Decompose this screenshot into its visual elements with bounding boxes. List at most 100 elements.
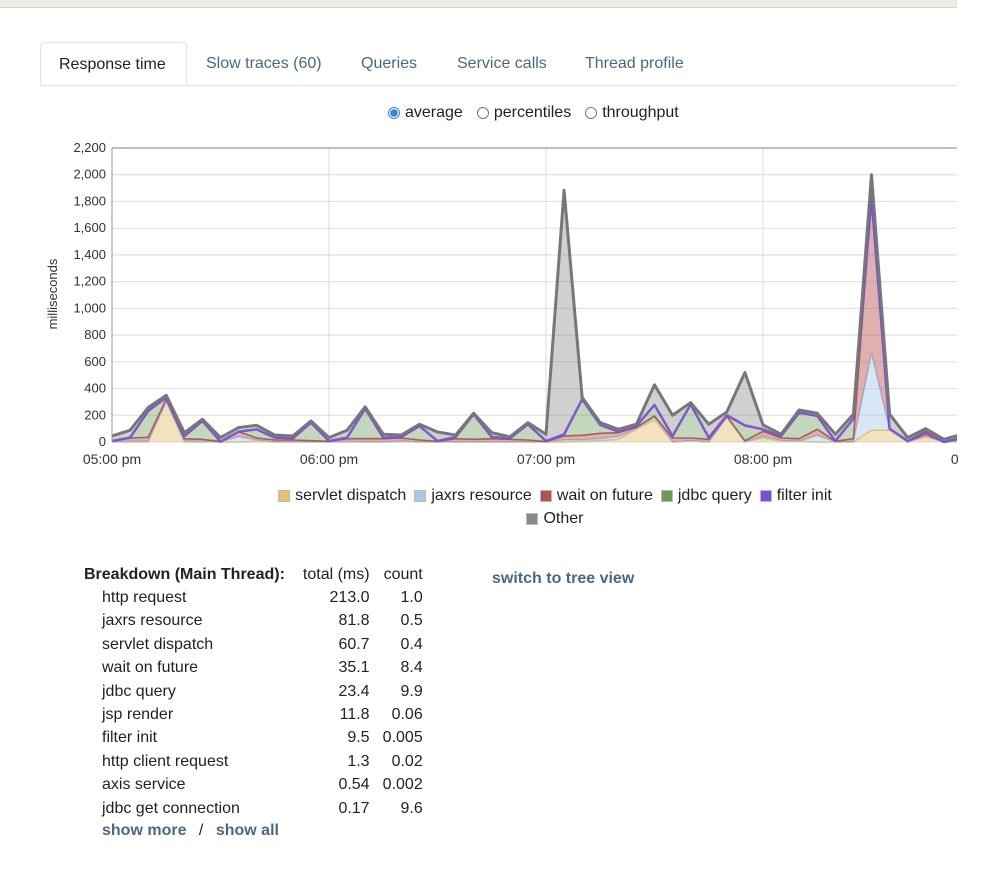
legend-swatch-icon <box>660 489 673 502</box>
y-tick-label: 0 <box>99 434 106 449</box>
view-mode-radio-group: average percentiles throughput <box>388 104 679 122</box>
area-servlet-dispatch <box>112 401 957 442</box>
col-count: count <box>383 565 423 583</box>
y-tick-label: 1,200 <box>73 274 106 289</box>
breakdown-total: 81.8 <box>338 612 370 630</box>
tab-service-calls[interactable]: Service calls <box>457 55 547 72</box>
breakdown-total: 35.1 <box>338 659 370 677</box>
breakdown-row: wait on future 35.1 8.4 <box>80 657 427 680</box>
show-all-link[interactable]: show all <box>215 822 279 839</box>
breakdown-name: http request <box>102 589 187 607</box>
legend-label: Other <box>543 510 584 527</box>
x-tick-label: 07:00 pm <box>517 451 575 467</box>
legend-item-other[interactable]: Other <box>526 507 584 530</box>
col-total: total (ms) <box>302 565 370 583</box>
breakdown-name: jdbc query <box>102 682 176 700</box>
tab-thread-profile[interactable]: Thread profile <box>585 55 684 72</box>
radio-throughput[interactable]: throughput <box>585 104 679 122</box>
breakdown-total: 0.54 <box>338 776 370 794</box>
y-tick-label: 1,600 <box>73 220 106 235</box>
radio-unselected-icon[interactable] <box>476 107 489 119</box>
radio-average[interactable]: average <box>388 104 463 122</box>
legend-label: jdbc query <box>677 487 752 504</box>
y-tick-label: 800 <box>84 327 106 342</box>
radio-selected-icon[interactable] <box>388 107 400 119</box>
breakdown-total: 213.0 <box>329 589 370 607</box>
y-tick-label: 2,000 <box>73 167 106 182</box>
radio-label: average <box>405 104 463 121</box>
breakdown-count: 0.02 <box>391 752 423 770</box>
breakdown-row: axis service 0.54 0.002 <box>80 774 427 797</box>
area-jaxrs-resource <box>112 353 957 442</box>
radio-percentiles[interactable]: percentiles <box>476 104 571 122</box>
chart-legend: servlet dispatch jaxrs resource wait on fu… <box>0 484 999 530</box>
breakdown-total: 1.3 <box>347 752 370 770</box>
breakdown-total: 11.8 <box>339 706 370 724</box>
legend-item-wait-on-future[interactable]: wait on future <box>539 484 653 507</box>
legend-item-jdbc-query[interactable]: jdbc query <box>660 484 752 507</box>
breakdown-name: servlet dispatch <box>102 635 214 653</box>
response-time-chart: 0 200 400 600 800 1,000 1,200 1,400 1,600 1,800 2,… <box>45 140 999 477</box>
line-other <box>112 173 957 441</box>
area-filter-init <box>112 197 957 442</box>
breakdown-count: 0.005 <box>382 729 423 747</box>
legend-swatch-icon <box>539 489 552 502</box>
breakdown-count: 9.6 <box>400 799 423 817</box>
tab-bar: Response time Slow traces (60) Queries S… <box>40 42 957 86</box>
legend-label: jaxrs resource <box>431 487 532 504</box>
y-tick-label: 1,000 <box>73 300 106 315</box>
breakdown-row: filter init 9.5 0.005 <box>80 727 427 750</box>
breakdown-total: 0.17 <box>338 799 370 817</box>
breakdown-total: 60.7 <box>338 635 370 653</box>
breakdown-name: jsp render <box>102 706 174 724</box>
x-tick-label: 05:00 pm <box>83 451 141 467</box>
breakdown-row: jdbc get connection 0.17 9.6 <box>80 797 427 820</box>
y-tick-label: 600 <box>84 354 106 369</box>
breakdown-row: jdbc query 23.4 9.9 <box>80 680 427 703</box>
y-tick-label: 400 <box>84 381 106 396</box>
link-separator: / <box>198 822 204 839</box>
x-tick-label: 06:00 pm <box>300 451 358 467</box>
tab-response-time[interactable]: Response time <box>40 42 187 85</box>
area-jdbc-query <box>112 197 957 442</box>
legend-item-servlet-dispatch[interactable]: servlet dispatch <box>278 484 406 507</box>
x-tick-label: 08:00 pm <box>734 451 792 467</box>
legend-swatch-icon <box>759 489 772 502</box>
breakdown-name: jdbc get connection <box>102 799 240 817</box>
breakdown-count: 0.06 <box>391 706 423 724</box>
y-tick-label: 1,800 <box>73 193 106 208</box>
tab-slow-traces[interactable]: Slow traces (60) <box>206 55 322 72</box>
legend-label: wait on future <box>556 487 653 504</box>
breakdown-row: servlet dispatch 60.7 0.4 <box>80 633 427 656</box>
legend-label: servlet dispatch <box>295 487 407 504</box>
switch-to-tree-view-link[interactable]: switch to tree view <box>492 570 635 587</box>
legend-item-jaxrs-resource[interactable]: jaxrs resource <box>414 484 532 507</box>
breakdown-name: filter init <box>102 729 158 747</box>
breakdown-count: 0.002 <box>382 776 423 794</box>
legend-swatch-icon <box>414 489 427 502</box>
line-jdbc-query <box>112 196 957 443</box>
breakdown-row: jsp render 11.8 0.06 <box>80 703 427 726</box>
show-more-link[interactable]: show more <box>102 822 187 839</box>
y-tick-label: 1,400 <box>73 247 106 262</box>
radio-unselected-icon[interactable] <box>585 107 598 119</box>
breakdown-row: http request 213.0 1.0 <box>80 586 427 609</box>
breakdown-row: http client request 1.3 0.02 <box>80 750 427 773</box>
breakdown-name: wait on future <box>102 659 199 677</box>
breakdown-count: 1.0 <box>400 589 423 607</box>
breakdown-count: 0.5 <box>400 612 423 630</box>
tab-queries[interactable]: Queries <box>361 55 418 72</box>
y-tick-label: 200 <box>84 407 106 422</box>
legend-label: filter init <box>776 487 832 504</box>
legend-swatch-icon <box>278 489 291 502</box>
top-bar <box>0 0 957 8</box>
breakdown-name: jaxrs resource <box>102 612 203 630</box>
line-filter-init <box>112 195 957 444</box>
breakdown-count: 9.9 <box>400 682 423 700</box>
breakdown-table: Breakdown (Main Thread): total (ms) coun… <box>80 563 427 820</box>
breakdown-name: http client request <box>102 752 229 770</box>
breakdown-total: 9.5 <box>347 729 370 747</box>
radio-label: throughput <box>602 104 679 121</box>
legend-swatch-icon <box>526 512 539 525</box>
legend-item-filter-init[interactable]: filter init <box>759 484 832 507</box>
